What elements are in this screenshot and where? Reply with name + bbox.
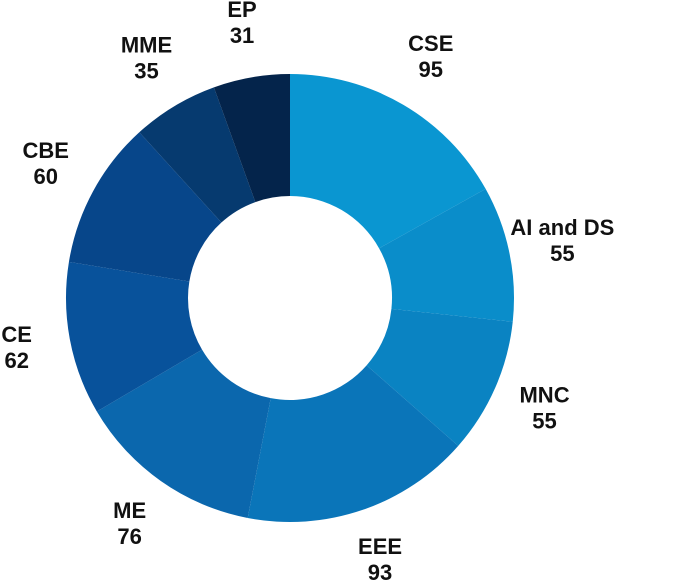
donut-slice xyxy=(96,349,271,518)
slice-label: MNC xyxy=(519,383,569,408)
slice-label: EP xyxy=(227,0,256,22)
donut-slice xyxy=(379,188,514,322)
slice-value: 62 xyxy=(4,348,28,373)
slice-label: AI and DS xyxy=(510,215,614,240)
slice-value: 76 xyxy=(117,524,141,549)
donut-slice xyxy=(65,261,203,412)
slice-label: ME xyxy=(113,498,146,523)
donut-slice xyxy=(290,74,486,249)
slice-value: 93 xyxy=(368,560,392,585)
slice-label: MME xyxy=(121,33,172,58)
donut-slice xyxy=(247,365,459,522)
donut-slice xyxy=(366,308,513,446)
slice-value: 60 xyxy=(33,164,57,189)
slice-label: CBE xyxy=(22,138,68,163)
slice-value: 31 xyxy=(230,23,254,48)
slice-label: CE xyxy=(1,322,32,347)
slice-label: EEE xyxy=(358,534,402,559)
slice-label: CSE xyxy=(408,31,453,56)
slice-value: 55 xyxy=(550,241,574,266)
slice-value: 35 xyxy=(134,59,158,84)
donut-slice xyxy=(139,87,256,223)
slice-value: 95 xyxy=(419,57,443,82)
donut-slice xyxy=(68,132,222,282)
slice-value: 55 xyxy=(532,409,556,434)
donut-slice xyxy=(213,74,290,203)
